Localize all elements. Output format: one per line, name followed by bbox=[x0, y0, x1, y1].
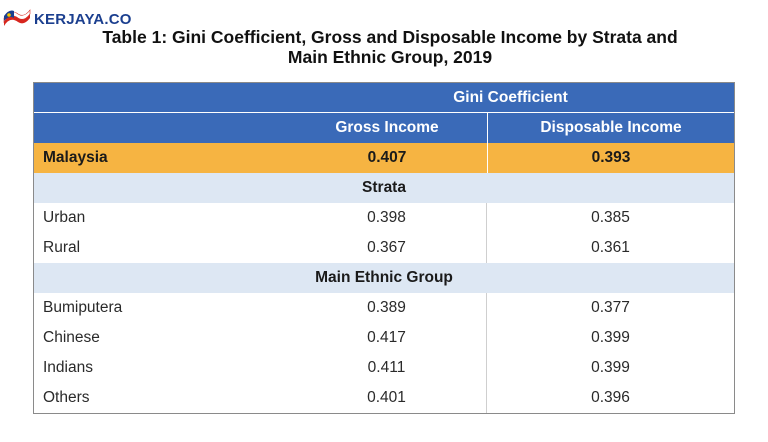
section-header-main-ethnic-group: Main Ethnic Group bbox=[34, 263, 734, 293]
row-label: Chinese bbox=[43, 329, 100, 346]
table-row: Chinese 0.417 0.399 bbox=[34, 323, 734, 353]
row-label: Malaysia bbox=[43, 149, 108, 166]
gross-income-value: 0.401 bbox=[287, 383, 487, 413]
section-header-strata: Strata bbox=[34, 173, 734, 203]
column-header-disposable-income: Disposable Income bbox=[487, 113, 734, 143]
header-blank-cell bbox=[34, 83, 287, 112]
section-heading: Main Ethnic Group bbox=[315, 269, 453, 286]
brand-logo[interactable]: KERJAYA.CO bbox=[2, 8, 132, 30]
table-row-malaysia: Malaysia 0.407 0.393 bbox=[34, 143, 734, 173]
gross-income-value: 0.411 bbox=[287, 353, 487, 383]
gross-income-value: 0.389 bbox=[287, 293, 487, 323]
title-line-2: Main Ethnic Group, 2019 bbox=[287, 47, 493, 67]
disposable-income-value: 0.377 bbox=[591, 299, 630, 316]
column-header-gross-income: Gross Income bbox=[335, 119, 439, 136]
row-label: Rural bbox=[43, 239, 81, 256]
table-row: Urban 0.398 0.385 bbox=[34, 203, 734, 233]
section-heading: Strata bbox=[362, 179, 406, 196]
table-group-header-row: Gini Coefficient bbox=[34, 83, 734, 112]
disposable-income-value: 0.399 bbox=[591, 329, 630, 346]
brand-name: KERJAYA.CO bbox=[34, 10, 132, 28]
table-row: Others 0.401 0.396 bbox=[34, 383, 734, 413]
table-row: Rural 0.367 0.361 bbox=[34, 233, 734, 263]
gross-income-value: 0.417 bbox=[287, 323, 487, 353]
disposable-income-value: 0.399 bbox=[591, 359, 630, 376]
row-label: Urban bbox=[43, 209, 86, 226]
gini-coefficient-header: Gini Coefficient bbox=[453, 88, 568, 106]
gross-income-value: 0.398 bbox=[287, 203, 487, 233]
gini-table: Gini Coefficient Gross Income Disposable… bbox=[33, 82, 735, 414]
disposable-income-value: 0.385 bbox=[591, 209, 630, 226]
table-title: Table 1: Gini Coefficient, Gross and Dis… bbox=[20, 27, 760, 67]
disposable-income-value: 0.361 bbox=[591, 239, 630, 256]
table-row: Bumiputera 0.389 0.377 bbox=[34, 293, 734, 323]
header-blank-cell bbox=[34, 113, 287, 143]
row-label: Bumiputera bbox=[43, 299, 123, 316]
table-row: Indians 0.411 0.399 bbox=[34, 353, 734, 383]
row-label: Others bbox=[43, 389, 90, 406]
malaysia-flag-icon bbox=[3, 9, 31, 26]
gross-income-value: 0.407 bbox=[367, 149, 407, 166]
gross-income-value: 0.367 bbox=[287, 233, 487, 263]
row-label: Indians bbox=[43, 359, 93, 376]
disposable-income-value: 0.396 bbox=[591, 389, 630, 406]
table-column-header-row: Gross Income Disposable Income bbox=[34, 112, 734, 143]
title-line-1: Table 1: Gini Coefficient, Gross and Dis… bbox=[102, 27, 678, 47]
disposable-income-value: 0.393 bbox=[487, 143, 734, 173]
